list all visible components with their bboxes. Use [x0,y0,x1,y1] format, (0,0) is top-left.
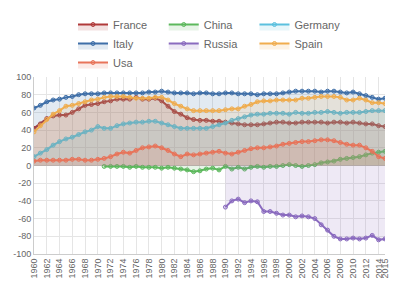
svg-text:1986: 1986 [195,259,205,279]
svg-text:1980: 1980 [157,259,167,279]
svg-text:-40: -40 [18,196,31,206]
svg-text:1962: 1962 [42,259,52,279]
svg-text:2002: 2002 [297,259,307,279]
svg-text:2012: 2012 [361,259,371,279]
svg-text:2006: 2006 [322,259,332,279]
svg-text:1990: 1990 [220,259,230,279]
svg-text:1970: 1970 [93,259,103,279]
svg-text:1994: 1994 [246,259,256,279]
svg-text:2014: 2014 [374,259,384,279]
svg-text:1964: 1964 [54,259,64,279]
svg-text:1988: 1988 [208,259,218,279]
svg-text:1978: 1978 [144,259,154,279]
svg-text:1972: 1972 [106,259,116,279]
svg-text:40: 40 [21,125,31,135]
svg-text:2015: 2015 [380,259,390,279]
svg-text:1998: 1998 [271,259,281,279]
svg-text:20: 20 [21,143,31,153]
svg-text:Usa: Usa [113,57,133,69]
svg-text:1992: 1992 [233,259,243,279]
svg-text:Germany: Germany [294,19,340,31]
svg-text:1960: 1960 [29,259,39,279]
svg-text:China: China [204,19,234,31]
svg-text:1966: 1966 [67,259,77,279]
svg-text:1982: 1982 [169,259,179,279]
svg-text:Spain: Spain [294,38,322,50]
svg-text:-80: -80 [18,231,31,241]
svg-text:1968: 1968 [80,259,90,279]
svg-text:1984: 1984 [182,259,192,279]
svg-text:Italy: Italy [113,38,134,50]
svg-text:2000: 2000 [284,259,294,279]
svg-text:2004: 2004 [310,259,320,279]
svg-text:100: 100 [16,72,31,82]
svg-text:-60: -60 [18,214,31,224]
svg-text:1974: 1974 [118,259,128,279]
svg-text:0: 0 [26,161,31,171]
svg-text:2010: 2010 [348,259,358,279]
svg-text:-100: -100 [13,249,31,259]
svg-text:France: France [113,19,147,31]
svg-text:80: 80 [21,90,31,100]
svg-text:60: 60 [21,108,31,118]
svg-text:Russia: Russia [204,38,239,50]
svg-text:1996: 1996 [259,259,269,279]
svg-text:-20: -20 [18,178,31,188]
svg-text:2008: 2008 [335,259,345,279]
svg-text:1976: 1976 [131,259,141,279]
